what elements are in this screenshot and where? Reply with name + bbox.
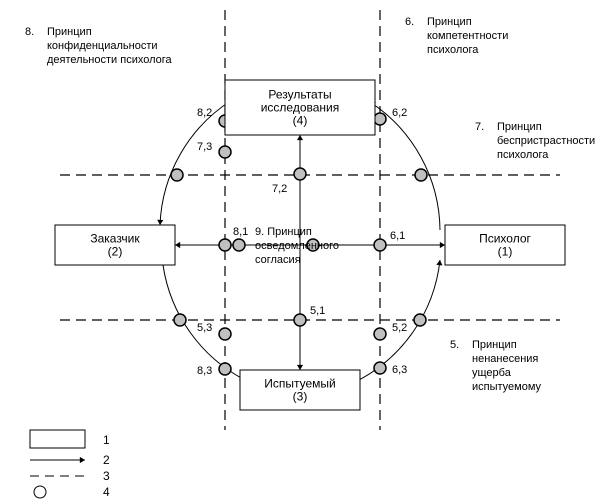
box-label: (4) — [293, 114, 308, 128]
marker-label: 6,3 — [392, 364, 407, 376]
marker-label: 7,2 — [272, 183, 287, 195]
annotation-text: 9. Принцип — [255, 226, 312, 238]
annotation-text: ущерба — [472, 367, 512, 379]
annotation-text: ненанесения — [472, 353, 538, 365]
box-label: Испытуемый — [264, 377, 336, 391]
annotation-text: Принцип — [472, 339, 517, 351]
box-label: исследования — [261, 101, 340, 115]
box-label: (3) — [293, 390, 308, 404]
legend-circle-icon — [34, 486, 46, 498]
annotation-text: деятельности психолога — [47, 54, 173, 66]
marker-circle — [374, 113, 386, 125]
marker-circle — [374, 239, 386, 251]
marker-circle — [294, 168, 306, 180]
marker-label: 7,3 — [197, 141, 212, 153]
marker-circle — [219, 363, 231, 375]
box-label: (1) — [498, 245, 513, 259]
marker-circle — [233, 239, 245, 251]
annotation-text: согласия — [255, 254, 301, 266]
marker-circle — [414, 314, 426, 326]
box-label: (2) — [108, 245, 123, 259]
marker-circle — [219, 328, 231, 340]
annotation-num: 6. — [405, 16, 414, 28]
marker-circle — [171, 169, 183, 181]
marker-label: 6,2 — [392, 107, 407, 119]
legend-label: 2 — [103, 453, 110, 467]
annotation-num: 5. — [450, 339, 459, 351]
annotation-num: 8. — [25, 26, 34, 38]
annotation-text: осведомленного — [255, 240, 339, 252]
marker-circle — [415, 169, 427, 181]
annotation-text: компетентности — [427, 30, 508, 42]
annotation-text: психолога — [497, 149, 549, 161]
box-label: Результаты — [268, 88, 331, 102]
marker-label: 5,2 — [392, 322, 407, 334]
annotation-text: беспристрастности — [497, 135, 595, 147]
legend-label: 3 — [103, 469, 110, 483]
marker-label: 8,1 — [233, 226, 248, 238]
marker-label: 5,3 — [197, 322, 212, 334]
annotation-text: испытуемому — [472, 381, 542, 393]
box-label: Заказчик — [90, 232, 140, 246]
marker-circle — [174, 314, 186, 326]
cross-arrows — [175, 135, 445, 370]
annotation-text: Принцип — [47, 26, 92, 38]
legend-box-icon — [30, 430, 85, 448]
marker-circle — [374, 328, 386, 340]
annotation-text: Принцип — [427, 16, 472, 28]
marker-circle — [294, 314, 306, 326]
annotation-text: Принцип — [497, 121, 542, 133]
marker-label: 8,2 — [197, 107, 212, 119]
annotations: 8. Принцип конфиденциальности деятельности … — [25, 16, 595, 393]
box-label: Психолог — [479, 232, 531, 246]
marker-circle — [219, 239, 231, 251]
legend-label: 1 — [103, 433, 110, 447]
marker-label: 8,3 — [197, 365, 212, 377]
marker-circle — [219, 146, 231, 158]
marker-label: 6,1 — [390, 230, 405, 242]
legend-label: 4 — [103, 485, 110, 499]
legend: 1 2 3 4 — [30, 430, 110, 499]
marker-label: 5,1 — [310, 305, 325, 317]
annotation-text: психолога — [427, 44, 479, 56]
annotation-text: конфиденциальности — [47, 40, 158, 52]
marker-circle — [374, 362, 386, 374]
annotation-num: 7. — [475, 121, 484, 133]
